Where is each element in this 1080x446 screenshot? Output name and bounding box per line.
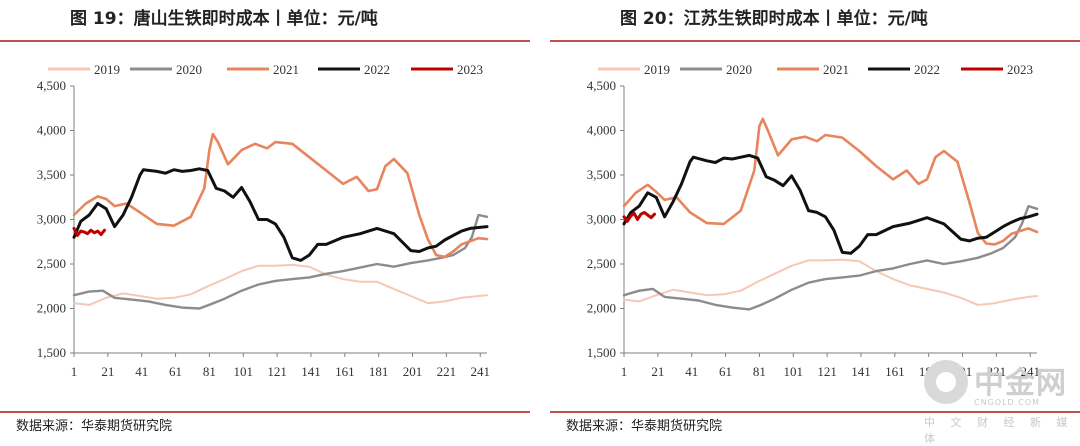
series-line-2023: [72, 226, 106, 237]
series-line-2020: [622, 204, 1039, 311]
legend-item-2021: 2021: [777, 62, 849, 77]
x-tick-label: 1: [71, 364, 78, 379]
series-line-2023: [622, 210, 656, 223]
series-line-2022: [622, 153, 1039, 255]
x-tick-label: 241: [470, 364, 490, 379]
x-tick-label: 201: [403, 364, 423, 379]
legend-item-2021: 2021: [227, 62, 299, 77]
legend-label: 2022: [364, 62, 390, 77]
legend-item-2022: 2022: [868, 62, 940, 77]
x-tick-label: 101: [234, 364, 254, 379]
legend-label: 2023: [457, 62, 483, 77]
x-tick-label: 81: [753, 364, 766, 379]
y-tick-label: 4,500: [37, 78, 66, 93]
y-tick-label: 2,500: [37, 256, 66, 271]
legend-item-2022: 2022: [318, 62, 390, 77]
x-tick-label: 41: [135, 364, 148, 379]
data-source: 数据来源：华泰期货研究院: [566, 419, 723, 434]
x-tick-label: 241: [1020, 364, 1040, 379]
x-tick-label: 61: [719, 364, 732, 379]
watermark-domain: CNGOLD.COM: [974, 398, 1041, 407]
chart-panel-20: 图 20：江苏生铁即时成本丨单位：元/吨 2019 2020 2021 2022 202…: [550, 0, 1080, 440]
y-tick-label: 1,500: [587, 345, 616, 360]
watermark-name: 中金网: [974, 366, 1067, 401]
x-tick-label: 221: [437, 364, 457, 379]
series-line-2019: [73, 263, 488, 306]
x-tick-label: 121: [817, 364, 837, 379]
x-tick-label: 221: [987, 364, 1007, 379]
legend-label: 2021: [823, 62, 849, 77]
x-tick-label: 21: [651, 364, 664, 379]
x-tick-label: 141: [301, 364, 321, 379]
series-line-2022: [72, 167, 489, 262]
x-tick-label: 141: [851, 364, 871, 379]
chart-title: 图 20：江苏生铁即时成本丨单位：元/吨: [620, 9, 928, 29]
legend-label: 2019: [94, 62, 120, 77]
source-rule: [550, 411, 1080, 413]
title-rule: [550, 40, 1080, 42]
watermark-logo-icon: [924, 360, 968, 404]
legend-item-2020: 2020: [130, 62, 202, 77]
legend-label: 2020: [726, 62, 752, 77]
legend-label: 2023: [1007, 62, 1033, 77]
y-tick-label: 3,000: [37, 212, 66, 227]
y-tick-label: 3,000: [587, 212, 616, 227]
line-chart: 2019 2020 2021 2022 2023 4,500 4,000 3,500 3,000…: [37, 62, 490, 379]
series-line-2019: [623, 258, 1038, 306]
legend-label: 2020: [176, 62, 202, 77]
legend-item-2023: 2023: [411, 62, 483, 77]
x-tick-label: 161: [335, 364, 355, 379]
source-rule: [0, 411, 530, 413]
title-rule: [0, 40, 530, 42]
watermark: 中金网 CNGOLD.COM 中 文 财 经 新 媒 体: [918, 354, 1078, 445]
legend-item-2023: 2023: [961, 62, 1033, 77]
x-tick-label: 101: [784, 364, 804, 379]
x-tick-label: 121: [267, 364, 287, 379]
y-tick-label: 2,000: [587, 301, 616, 316]
y-tick-label: 3,500: [587, 167, 616, 182]
chart-title: 图 19：唐山生铁即时成本丨单位：元/吨: [70, 9, 378, 29]
x-tick-label: 81: [203, 364, 216, 379]
line-chart: 2019 2020 2021 2022 2023 4,500 4,000 3,500 3,000…: [587, 62, 1040, 379]
series-line-2021: [72, 132, 489, 259]
y-tick-label: 2,000: [37, 301, 66, 316]
y-tick-label: 2,500: [587, 256, 616, 271]
legend-item-2019: 2019: [598, 62, 670, 77]
y-tick-label: 4,500: [587, 78, 616, 93]
legend-item-2019: 2019: [48, 62, 120, 77]
chart-panel-19: 图 19：唐山生铁即时成本丨单位：元/吨 2019 2020 2021 2022 202…: [0, 0, 530, 440]
y-tick-label: 3,500: [37, 167, 66, 182]
data-source: 数据来源：华泰期货研究院: [16, 419, 173, 434]
x-tick-label: 41: [685, 364, 698, 379]
legend-label: 2022: [914, 62, 940, 77]
y-tick-label: 4,000: [37, 123, 66, 138]
legend-label: 2021: [273, 62, 299, 77]
x-tick-label: 21: [101, 364, 114, 379]
x-tick-label: 161: [885, 364, 905, 379]
legend-item-2020: 2020: [680, 62, 752, 77]
series-line-2021: [622, 117, 1039, 246]
y-tick-label: 4,000: [587, 123, 616, 138]
x-tick-label: 181: [369, 364, 389, 379]
legend-label: 2019: [644, 62, 670, 77]
x-tick-label: 1: [621, 364, 628, 379]
x-tick-label: 61: [169, 364, 182, 379]
y-tick-label: 1,500: [37, 345, 66, 360]
watermark-subtitle: 中 文 财 经 新 媒 体: [924, 416, 1074, 445]
